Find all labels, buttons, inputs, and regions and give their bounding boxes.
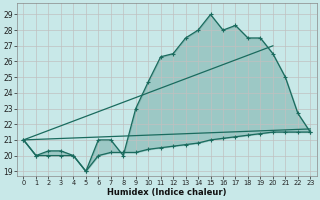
X-axis label: Humidex (Indice chaleur): Humidex (Indice chaleur): [107, 188, 227, 197]
